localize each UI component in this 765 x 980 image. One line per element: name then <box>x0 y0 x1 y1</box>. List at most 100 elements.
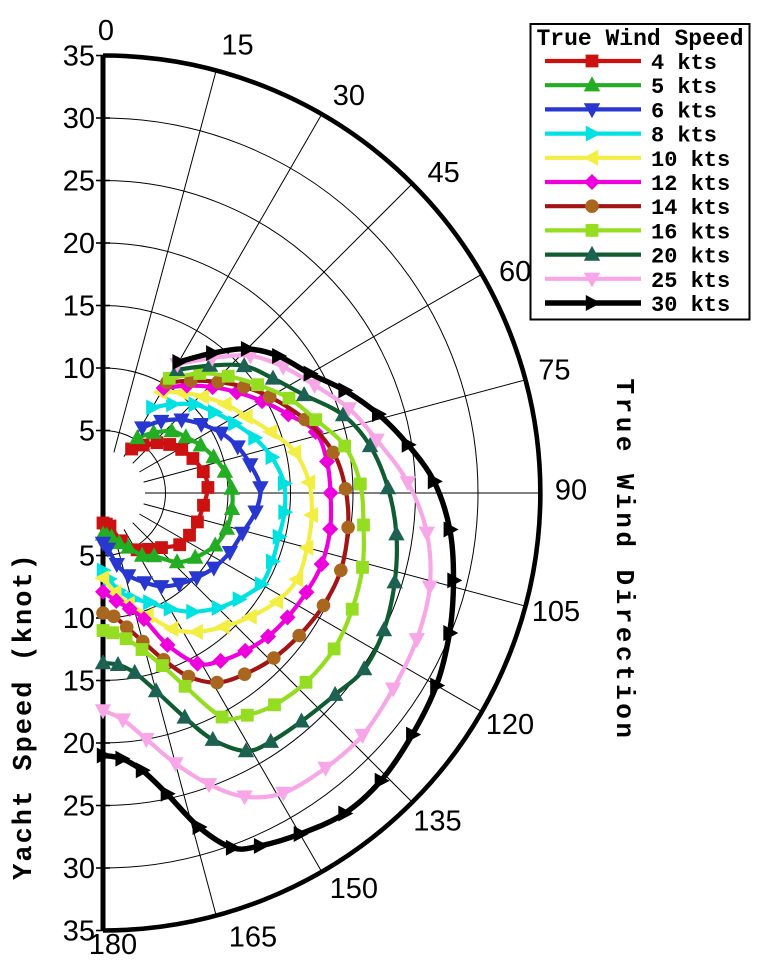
triangle-up-marker <box>334 406 352 422</box>
square-marker <box>119 632 133 646</box>
triangle-up-marker <box>388 525 405 541</box>
square-marker <box>150 436 164 450</box>
triangle-right-marker <box>272 348 288 364</box>
series-curves <box>94 340 463 856</box>
legend-item-5kts: 5 kts <box>545 75 717 100</box>
radial-tick-label: 15 <box>63 291 95 323</box>
triangle-right-marker <box>278 504 294 521</box>
circle-marker <box>267 651 281 665</box>
legend-item-label: 16 kts <box>651 220 730 245</box>
triangle-right-marker <box>96 747 112 764</box>
circle-marker <box>237 380 251 394</box>
triangle-down-marker <box>408 633 425 649</box>
triangle-right-marker <box>443 521 459 538</box>
square-marker <box>268 698 281 712</box>
triangle-down-marker <box>153 414 170 430</box>
triangle-right-marker <box>96 562 112 579</box>
triangle-right-marker <box>166 396 182 413</box>
legend-item-label: 10 kts <box>651 148 730 173</box>
triangle-up-marker <box>176 708 193 724</box>
legend-item-label: 20 kts <box>651 245 730 270</box>
angle-tick-label-135: 135 <box>413 805 461 837</box>
legend-title: True Wind Speed <box>536 26 743 52</box>
legend-item-6kts: 6 kts <box>545 99 717 124</box>
triangle-up-marker <box>262 732 279 748</box>
legend-item-25kts: 25 kts <box>545 269 730 294</box>
triangle-right-marker <box>146 399 162 416</box>
triangle-right-marker <box>254 576 270 593</box>
triangle-up-marker <box>295 386 313 402</box>
radial-tick-label: 30 <box>63 103 95 135</box>
square-marker <box>353 477 367 491</box>
triangle-up-marker <box>94 525 112 541</box>
triangle-left-marker <box>237 408 253 425</box>
triangle-down-marker <box>205 561 223 577</box>
legend-item-label: 12 kts <box>651 172 730 197</box>
triangle-right-marker <box>143 594 159 611</box>
triangle-down-marker <box>242 458 259 474</box>
triangle-left-marker <box>262 423 278 440</box>
triangle-left-marker <box>214 618 230 635</box>
triangle-right-marker <box>135 762 151 779</box>
angle-tick-label-60: 60 <box>499 256 531 288</box>
diamond-marker <box>279 609 296 626</box>
triangle-down-marker <box>153 580 170 596</box>
square-icon <box>585 54 599 68</box>
diamond-marker <box>322 485 339 501</box>
triangle-right-marker <box>374 772 390 789</box>
triangle-left-marker <box>298 539 314 556</box>
legend-item-label: 30 kts <box>651 293 730 318</box>
triangle-up-marker <box>133 546 151 562</box>
series-curve-20kts <box>100 362 399 754</box>
circle-marker <box>341 520 355 535</box>
triangle-left-marker <box>300 474 316 491</box>
legend-border <box>529 23 751 321</box>
angular-axis-title: True Wind Direction <box>609 379 639 742</box>
diamond-marker <box>298 584 315 601</box>
triangle-up-marker <box>147 682 165 698</box>
triangle-right-marker <box>443 625 459 641</box>
diamond-marker <box>189 655 206 672</box>
triangle-right-marker <box>303 365 319 382</box>
circle-icon <box>585 199 599 213</box>
triangle-up-marker <box>177 428 195 444</box>
circle-marker <box>326 445 341 460</box>
square-marker <box>357 518 370 532</box>
legend-item-8kts: 8 kts <box>545 124 717 149</box>
legend-item-14kts: 14 kts <box>545 196 730 221</box>
grid-spoke-75 <box>143 379 526 483</box>
square-marker <box>338 439 352 453</box>
triangle-up-marker <box>216 462 234 478</box>
radial-tick-label: 10 <box>63 603 95 635</box>
diamond-marker <box>159 636 176 653</box>
legend-item-12kts: 12 kts <box>545 172 730 197</box>
diamond-marker <box>108 592 125 609</box>
circle-marker <box>119 620 134 634</box>
triangle-down-marker <box>236 790 253 806</box>
angle-tick-label-150: 150 <box>330 873 378 905</box>
angle-tick-label-75: 75 <box>538 355 570 387</box>
circle-marker <box>96 606 110 620</box>
triangle-down-marker <box>385 682 402 698</box>
angle-tick-label-45: 45 <box>427 157 459 189</box>
grid-spoke-120 <box>139 513 483 713</box>
square-marker <box>156 659 169 672</box>
triangle-down-marker <box>340 402 357 418</box>
square-marker <box>175 443 189 456</box>
triangle-up-marker <box>192 436 209 452</box>
square-marker <box>197 498 210 512</box>
triangle-down-marker <box>193 418 210 433</box>
triangle-right-marker <box>372 406 387 423</box>
legend-item-label: 5 kts <box>651 75 717 100</box>
triangle-up-marker <box>111 534 128 550</box>
series-30kts <box>96 340 463 856</box>
radial-tick-label: 35 <box>63 41 95 73</box>
triangle-down-marker <box>173 413 190 429</box>
triangle-left-marker <box>286 444 302 461</box>
triangle-down-marker <box>212 426 230 442</box>
radial-tick-label: 15 <box>63 666 95 698</box>
diamond-marker <box>260 628 277 645</box>
legend-item-16kts: 16 kts <box>545 220 730 245</box>
triangle-up-marker <box>236 357 253 373</box>
